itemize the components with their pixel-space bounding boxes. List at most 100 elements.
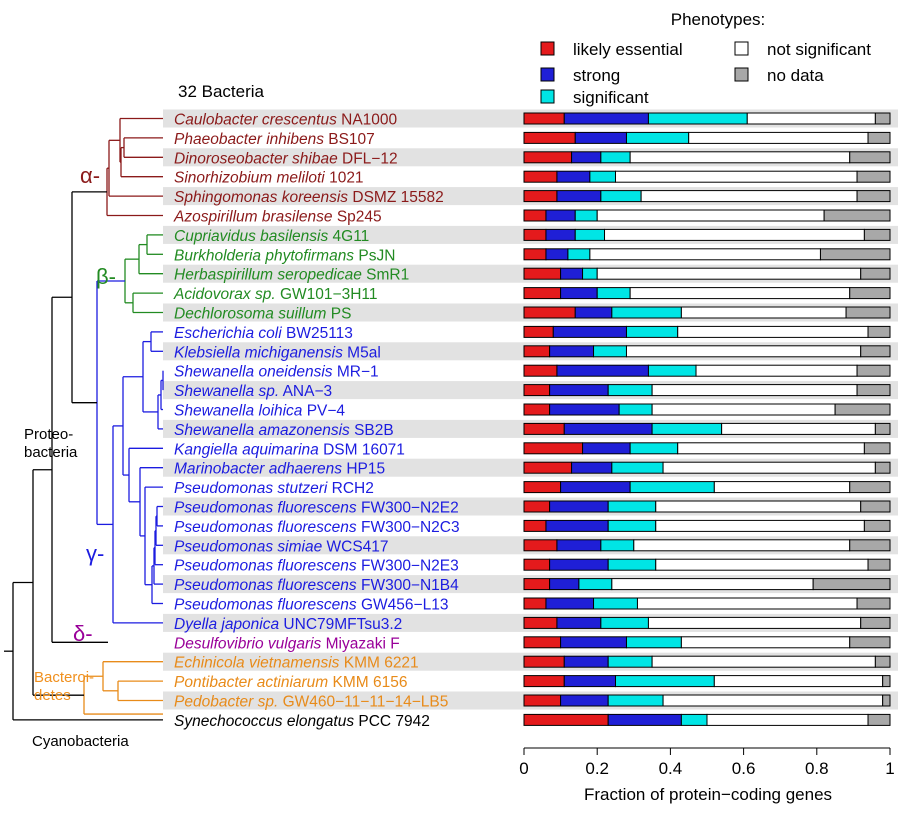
bar-segment-likely-essential (523, 325, 554, 338)
legend-swatch (540, 41, 555, 56)
species-strain: GW456−L13 (357, 597, 449, 614)
species-genus: Burkholderia phytofirmans (174, 247, 354, 264)
bar-segment-significant (589, 170, 617, 183)
species-genus: Synechococcus elongatus (174, 713, 354, 730)
species-label: Shewanella amazonensis SB2B (174, 422, 394, 439)
bar-segment-strong (549, 345, 595, 358)
species-strain: PV−4 (302, 403, 345, 420)
bar-segment-significant (625, 131, 690, 144)
species-genus: Pontibacter actiniarum (174, 674, 328, 691)
bar-segment-no-data (863, 519, 891, 532)
species-genus: Echinicola vietnamensis (174, 655, 340, 672)
phylogenetic-tree (4, 117, 164, 721)
bar-segment-no-data (867, 558, 891, 571)
clade-label-line: Cyanobacteria (32, 733, 129, 750)
bar-segment-significant (607, 500, 657, 513)
species-strain: KMM 6156 (328, 674, 407, 691)
bar-segment-no-data (882, 675, 891, 688)
bar-segment-likely-essential (523, 131, 576, 144)
legend-label: strong (573, 66, 620, 85)
bar-segment-likely-essential (523, 694, 562, 707)
bar-segment-strong (563, 655, 609, 668)
bar-segment-significant (607, 384, 653, 397)
species-label: Shewanella sp. ANA−3 (174, 383, 332, 400)
species-strain: FW300−N2C3 (357, 519, 460, 536)
clade-label-proteobacteria: Proteo-bacteria (24, 426, 78, 461)
species-strain: DSM 16071 (319, 441, 405, 458)
species-label: Phaeobacter inhibens BS107 (174, 131, 375, 148)
species-strain: SmR1 (362, 267, 409, 284)
bar-segment-likely-essential (523, 170, 558, 183)
bar-segment-strong (545, 597, 595, 610)
bar-segment-no-data (874, 461, 891, 474)
species-label: Herbaspirillum seropedicae SmR1 (174, 267, 409, 284)
species-genus: Herbaspirillum seropedicae (174, 267, 362, 284)
bar-segment-strong (560, 267, 584, 280)
clade-label-bacteroidetes: Bacteroi-detes (34, 669, 94, 704)
species-genus: Azospirillum brasilense (173, 209, 333, 226)
bar-segment-no-data (812, 578, 891, 591)
species-genus: Caulobacter crescentus (174, 112, 337, 129)
legend-label: no data (767, 66, 824, 85)
bar-segment-significant (647, 364, 697, 377)
species-label: Pseudomonas fluorescens FW300−N2E2 (174, 500, 459, 517)
species-genus: Pseudomonas simiae (174, 538, 323, 555)
species-strain: KMM 6221 (339, 655, 418, 672)
species-label: Shewanella loihica PV−4 (174, 403, 345, 420)
species-strain: Miyazaki F (321, 635, 399, 652)
species-genus: Kangiella aquimarina (174, 441, 319, 458)
bar-segment-likely-essential (523, 403, 551, 416)
bar-segment-not-significant (633, 539, 851, 552)
species-genus: Desulfovibrio vulgaris (174, 635, 322, 652)
bar-segment-not-significant (629, 151, 851, 164)
bar-segment-significant (567, 248, 591, 261)
species-label: Dyella japonica UNC79MFTsu3.2 (174, 616, 402, 633)
species-strain: BS107 (324, 131, 375, 148)
bar-segment-likely-essential (523, 151, 573, 164)
bar-segment-significant (574, 209, 598, 222)
bar-segment-not-significant (721, 422, 876, 435)
bar-segment-not-significant (615, 170, 858, 183)
bar-segment-no-data (849, 287, 891, 300)
species-genus: Shewanella sp. (174, 383, 279, 400)
bar-segment-no-data (849, 481, 891, 494)
bar-segment-strong (556, 616, 602, 629)
species-label: Caulobacter crescentus NA1000 (174, 112, 398, 129)
bar-segment-significant (607, 558, 657, 571)
species-label: Pedobacter sp. GW460−11−11−14−LB5 (174, 694, 448, 711)
species-genus: Shewanella amazonensis (174, 422, 350, 439)
species-strain: BW25113 (282, 325, 353, 342)
species-strain: GW460−11−11−14−LB5 (278, 694, 448, 711)
bar-segment-strong (574, 306, 613, 319)
bar-segment-strong (552, 325, 627, 338)
bar-segment-not-significant (611, 578, 814, 591)
clade-label-line: γ- (86, 541, 104, 566)
clade-label-line: Proteo- (24, 426, 73, 443)
bar-segment-likely-essential (523, 481, 562, 494)
bar-segment-not-significant (625, 345, 862, 358)
bar-segment-significant (629, 442, 679, 455)
species-strain: UNC79MFTsu3.2 (279, 616, 402, 633)
species-label: Shewanella oneidensis MR−1 (174, 364, 379, 381)
species-strain: PsJN (354, 247, 395, 264)
bar-segment-no-data (874, 112, 891, 125)
species-label: Marinobacter adhaerens HP15 (174, 461, 385, 478)
bar-segment-strong (556, 364, 649, 377)
bar-segment-no-data (856, 384, 891, 397)
bar-segment-significant (600, 539, 635, 552)
bar-segment-no-data (863, 228, 891, 241)
bar-segment-strong (574, 131, 627, 144)
legend-label: significant (573, 88, 649, 107)
species-genus: Klebsiella michiganensis (174, 344, 343, 361)
bar-segment-significant (611, 306, 682, 319)
bar-segment-strong (545, 248, 569, 261)
bar-segment-not-significant (651, 403, 836, 416)
bar-segment-strong (560, 481, 631, 494)
bar-segment-not-significant (662, 694, 884, 707)
bar-segment-likely-essential (523, 345, 551, 358)
species-label: Cupriavidus basilensis 4G11 (174, 228, 369, 245)
bar-segment-not-significant (640, 190, 858, 203)
legend-swatch (734, 67, 749, 82)
species-strain: ANA−3 (279, 383, 332, 400)
